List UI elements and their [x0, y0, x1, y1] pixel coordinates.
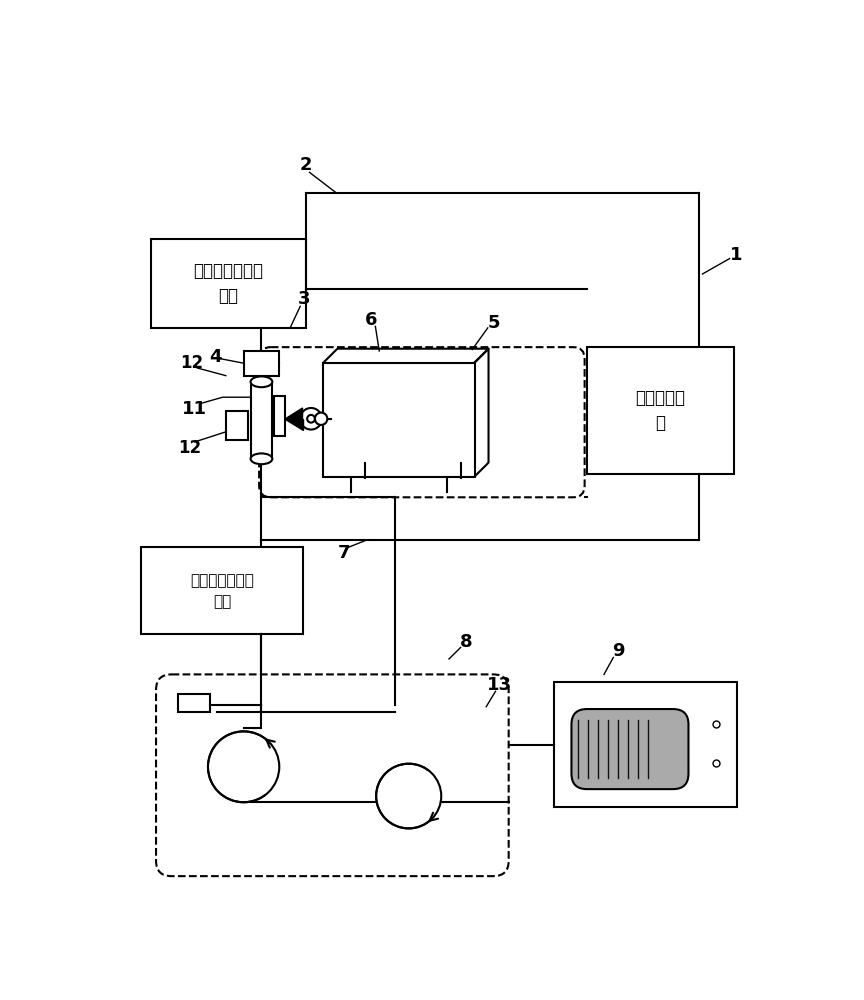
FancyBboxPatch shape	[156, 674, 509, 876]
Text: 7: 7	[338, 544, 351, 562]
Circle shape	[308, 415, 314, 423]
Polygon shape	[285, 408, 302, 419]
Ellipse shape	[251, 453, 272, 464]
Text: 8: 8	[460, 633, 473, 651]
Text: 4: 4	[209, 348, 221, 366]
FancyBboxPatch shape	[587, 347, 734, 474]
Circle shape	[208, 731, 279, 802]
Text: 2: 2	[299, 156, 312, 174]
Circle shape	[314, 413, 327, 425]
Polygon shape	[285, 419, 302, 430]
Text: 5: 5	[487, 314, 500, 332]
Text: 双重涂覆和固化
单元: 双重涂覆和固化 单元	[190, 573, 254, 609]
Text: 13: 13	[487, 676, 511, 694]
FancyBboxPatch shape	[150, 239, 306, 328]
Text: 1: 1	[729, 246, 742, 264]
Text: 中心控制系
统: 中心控制系 统	[636, 389, 685, 432]
Text: 3: 3	[298, 290, 310, 308]
FancyBboxPatch shape	[226, 411, 247, 440]
Text: 12: 12	[178, 439, 201, 457]
Text: 11: 11	[182, 400, 207, 418]
Text: 12: 12	[180, 354, 203, 372]
FancyBboxPatch shape	[555, 682, 737, 807]
FancyBboxPatch shape	[178, 694, 210, 712]
FancyBboxPatch shape	[141, 547, 303, 634]
Text: 6: 6	[365, 311, 378, 329]
Circle shape	[376, 764, 442, 828]
FancyBboxPatch shape	[323, 363, 474, 477]
FancyBboxPatch shape	[274, 396, 285, 436]
Circle shape	[300, 408, 322, 430]
FancyBboxPatch shape	[251, 382, 272, 459]
Ellipse shape	[251, 376, 272, 387]
Text: 9: 9	[612, 642, 624, 660]
FancyBboxPatch shape	[245, 351, 278, 376]
Text: 预加工原料装料
装置: 预加工原料装料 装置	[194, 262, 264, 305]
FancyBboxPatch shape	[259, 347, 585, 497]
FancyBboxPatch shape	[571, 709, 689, 789]
